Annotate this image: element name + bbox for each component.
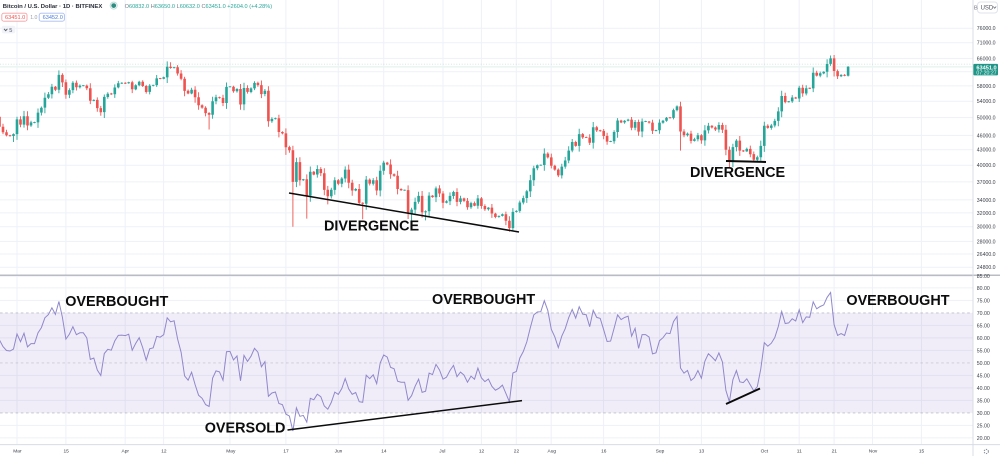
svg-text:20.00: 20.00 [977, 436, 990, 442]
svg-text:40000.0: 40000.0 [977, 163, 996, 169]
svg-text:54000.0: 54000.0 [977, 99, 996, 105]
svg-text:DIVERGENCE: DIVERGENCE [690, 165, 786, 181]
svg-text:45.00: 45.00 [977, 373, 990, 379]
svg-text:13: 13 [699, 449, 705, 455]
svg-text:12: 12 [479, 449, 485, 455]
svg-text:55.00: 55.00 [977, 348, 990, 354]
svg-text:28000.0: 28000.0 [977, 239, 996, 245]
svg-text:B: B [974, 5, 978, 11]
svg-text:5: 5 [9, 28, 12, 34]
svg-text:OVERSOLD: OVERSOLD [205, 421, 286, 437]
svg-text:Apr: Apr [122, 449, 130, 455]
svg-text:65.00: 65.00 [977, 323, 990, 329]
svg-text:21: 21 [832, 449, 838, 455]
svg-text:40.00: 40.00 [977, 386, 990, 392]
svg-text:17: 17 [283, 449, 289, 455]
svg-text:12: 12 [161, 449, 167, 455]
svg-text:30000.0: 30000.0 [977, 225, 996, 231]
svg-text:76000.0: 76000.0 [977, 26, 996, 32]
svg-text:USD: USD [981, 5, 994, 11]
svg-text:70.00: 70.00 [977, 311, 990, 317]
svg-text:35.00: 35.00 [977, 398, 990, 404]
svg-text:14: 14 [381, 449, 387, 455]
svg-text:50.00: 50.00 [977, 361, 990, 367]
svg-text:Mar: Mar [13, 449, 22, 455]
svg-text:46000.0: 46000.0 [977, 133, 996, 139]
svg-text:50000.0: 50000.0 [977, 116, 996, 122]
svg-text:Jul: Jul [439, 449, 445, 455]
svg-text:25.00: 25.00 [977, 423, 990, 429]
svg-text:63451.0: 63451.0 [5, 15, 25, 21]
svg-text:63452.0: 63452.0 [43, 15, 63, 21]
svg-text:DIVERGENCE: DIVERGENCE [324, 218, 420, 234]
svg-text:Jun: Jun [335, 449, 343, 455]
svg-text:75.00: 75.00 [977, 298, 990, 304]
svg-text:O60832.0 H63650.0 L60632.0 C63: O60832.0 H63650.0 L60632.0 C63451.0 +260… [125, 4, 273, 10]
svg-text:80.00: 80.00 [977, 286, 990, 292]
svg-text:Bitcoin / U.S. Dollar · 1D · B: Bitcoin / U.S. Dollar · 1D · BITFINEX [3, 4, 103, 10]
svg-text:Oct: Oct [761, 449, 769, 455]
svg-text:May: May [226, 449, 236, 455]
svg-text:43000.0: 43000.0 [977, 148, 996, 154]
svg-text:15: 15 [64, 449, 70, 455]
svg-text:30.00: 30.00 [977, 411, 990, 417]
svg-text:07:20:27: 07:20:27 [976, 71, 996, 77]
svg-text:1.0: 1.0 [30, 15, 37, 21]
svg-text:16: 16 [601, 449, 607, 455]
svg-text:Aug: Aug [548, 449, 557, 455]
svg-text:34000.0: 34000.0 [977, 198, 996, 204]
svg-text:OVERBOUGHT: OVERBOUGHT [432, 292, 535, 308]
svg-text:Nov: Nov [869, 449, 878, 455]
svg-text:63451.0: 63451.0 [976, 65, 996, 71]
svg-text:22: 22 [514, 449, 520, 455]
svg-text:11: 11 [797, 449, 802, 455]
svg-text:85.00: 85.00 [977, 274, 990, 280]
svg-text:37000.0: 37000.0 [977, 180, 996, 186]
svg-text:26400.0: 26400.0 [977, 252, 996, 258]
svg-text:15: 15 [919, 449, 925, 455]
svg-text:71000.0: 71000.0 [977, 41, 996, 47]
svg-text:OVERBOUGHT: OVERBOUGHT [65, 294, 168, 310]
svg-text:OVERBOUGHT: OVERBOUGHT [846, 293, 949, 309]
svg-text:32000.0: 32000.0 [977, 211, 996, 217]
svg-text:Sep: Sep [656, 449, 665, 455]
svg-text:58000.0: 58000.0 [977, 84, 996, 90]
svg-text:60.00: 60.00 [977, 336, 990, 342]
svg-text:66000.0: 66000.0 [977, 56, 996, 62]
svg-text:24800.0: 24800.0 [977, 265, 996, 271]
